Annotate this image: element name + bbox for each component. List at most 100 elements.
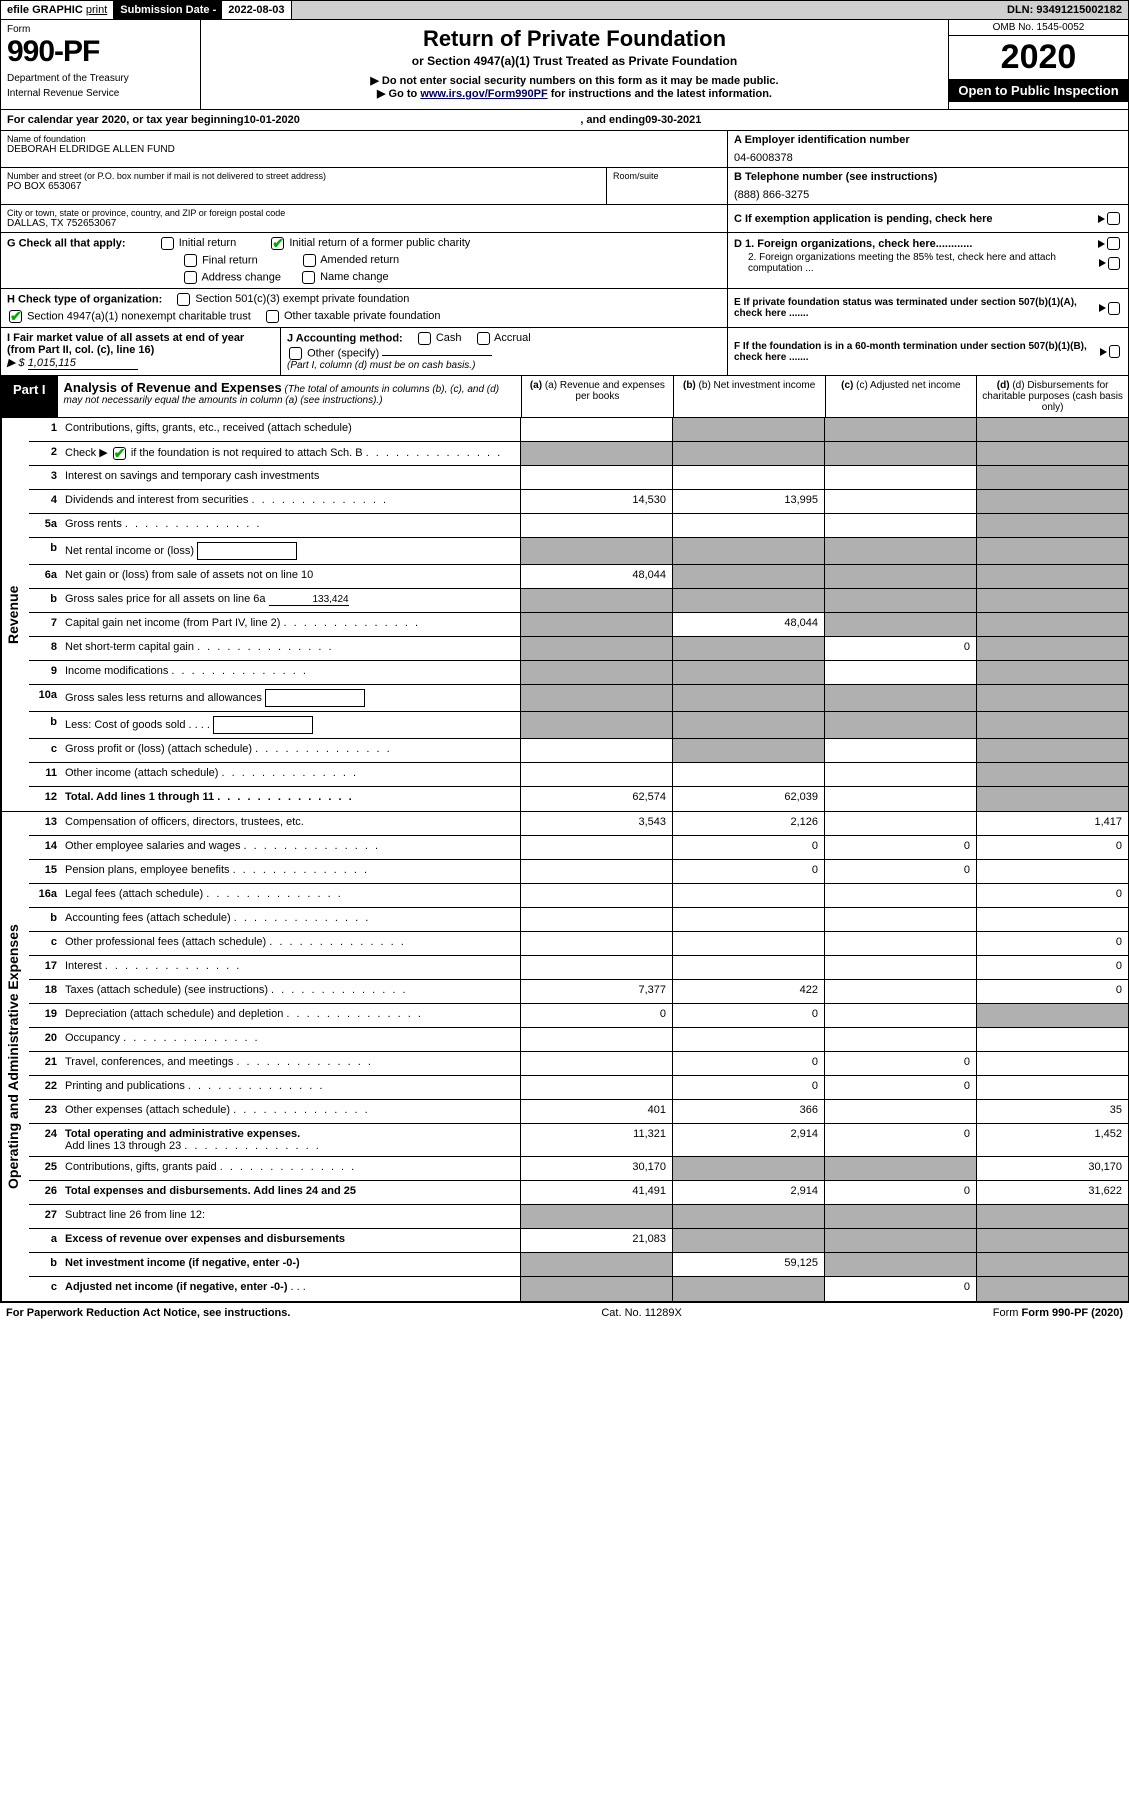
line-15: 15 Pension plans, employee benefits 00 bbox=[29, 860, 1128, 884]
arrow-icon bbox=[1098, 215, 1105, 223]
cell-b bbox=[672, 763, 824, 786]
amended-checkbox[interactable] bbox=[303, 254, 316, 267]
d2-checkbox[interactable] bbox=[1108, 257, 1120, 270]
cell-c bbox=[824, 1100, 976, 1123]
cell-b bbox=[672, 661, 824, 684]
line-6a: 6a Net gain or (loss) from sale of asset… bbox=[29, 565, 1128, 589]
line-text: Accounting fees (attach schedule) bbox=[63, 908, 520, 931]
cell-b bbox=[672, 589, 824, 612]
line-16b: b Accounting fees (attach schedule) bbox=[29, 908, 1128, 932]
efile-label: efile GRAPHIC print bbox=[1, 1, 114, 19]
city-value: DALLAS, TX 752653067 bbox=[7, 218, 721, 229]
revenue-section: Revenue 1 Contributions, gifts, grants, … bbox=[0, 418, 1129, 812]
dots bbox=[188, 1080, 325, 1092]
g-label: G Check all that apply: bbox=[7, 237, 126, 249]
form-subtitle: or Section 4947(a)(1) Trust Treated as P… bbox=[209, 54, 940, 68]
e-label: E If private foundation status was termi… bbox=[734, 297, 1099, 319]
dots bbox=[222, 767, 359, 779]
cell-b: 366 bbox=[672, 1100, 824, 1123]
cell-c: 0 bbox=[824, 1124, 976, 1156]
line-text: Gross profit or (loss) (attach schedule) bbox=[63, 739, 520, 762]
line-num: 8 bbox=[29, 637, 63, 660]
dots bbox=[283, 617, 420, 629]
other-checkbox[interactable] bbox=[289, 347, 302, 360]
cell-c bbox=[824, 980, 976, 1003]
line-num: 15 bbox=[29, 860, 63, 883]
arrow-icon bbox=[1098, 240, 1105, 248]
line-5b: b Net rental income or (loss) bbox=[29, 538, 1128, 565]
form-link[interactable]: www.irs.gov/Form990PF bbox=[420, 88, 547, 100]
part1-title: Analysis of Revenue and Expenses bbox=[64, 380, 282, 395]
header-left: Form 990-PF Department of the Treasury I… bbox=[1, 20, 201, 109]
line-num: 16a bbox=[29, 884, 63, 907]
h-other-checkbox[interactable] bbox=[266, 310, 279, 323]
ein-value: 04-6008378 bbox=[734, 146, 1122, 164]
line-text: Net investment income (if negative, ente… bbox=[63, 1253, 520, 1276]
g-d-row: G Check all that apply: Initial return I… bbox=[0, 233, 1129, 289]
g-opt-0: Initial return bbox=[179, 237, 236, 249]
cell-d bbox=[976, 787, 1128, 811]
dln-label: DLN: bbox=[1007, 4, 1036, 16]
final-return-checkbox[interactable] bbox=[184, 254, 197, 267]
initial-former-checkbox[interactable] bbox=[271, 237, 284, 250]
d-block: D 1. Foreign organizations, check here..… bbox=[728, 233, 1128, 288]
cash-checkbox[interactable] bbox=[418, 332, 431, 345]
line-text: Adjusted net income (if negative, enter … bbox=[63, 1277, 520, 1301]
line-num: b bbox=[29, 1253, 63, 1276]
h-block: H Check type of organization: Section 50… bbox=[1, 289, 728, 327]
line-num: 3 bbox=[29, 466, 63, 489]
cell-a bbox=[520, 1205, 672, 1228]
schb-checkbox[interactable] bbox=[113, 447, 126, 460]
dots bbox=[206, 888, 343, 900]
line-text: Net rental income or (loss) bbox=[63, 538, 520, 564]
line-num: 26 bbox=[29, 1181, 63, 1204]
line-text: Contributions, gifts, grants, etc., rece… bbox=[63, 418, 520, 441]
t: Gross profit or (loss) (attach schedule) bbox=[65, 743, 252, 755]
h-501c3-checkbox[interactable] bbox=[177, 293, 190, 306]
f-label: F If the foundation is in a 60-month ter… bbox=[734, 341, 1100, 363]
form-header: Form 990-PF Department of the Treasury I… bbox=[0, 20, 1129, 110]
cell-b: 2,126 bbox=[672, 812, 824, 835]
t: Other expenses (attach schedule) bbox=[65, 1104, 230, 1116]
goto-line: ▶ Go to www.irs.gov/Form990PF for instru… bbox=[209, 87, 940, 100]
line-text: Occupancy bbox=[63, 1028, 520, 1051]
line-27b: b Net investment income (if negative, en… bbox=[29, 1253, 1128, 1277]
cell-a bbox=[520, 908, 672, 931]
line-num: 20 bbox=[29, 1028, 63, 1051]
i-j-f-row: I Fair market value of all assets at end… bbox=[0, 328, 1129, 376]
arrow-icon bbox=[1100, 348, 1107, 356]
cell-b bbox=[672, 1205, 824, 1228]
line-13: 13 Compensation of officers, directors, … bbox=[29, 812, 1128, 836]
cell-c bbox=[824, 932, 976, 955]
addr-value: PO BOX 653067 bbox=[7, 181, 600, 192]
cell-d bbox=[976, 538, 1128, 564]
line-num: c bbox=[29, 932, 63, 955]
cell-d bbox=[976, 1277, 1128, 1301]
t: Travel, conferences, and meetings bbox=[65, 1056, 233, 1068]
line-text: Other income (attach schedule) bbox=[63, 763, 520, 786]
line-num: 22 bbox=[29, 1076, 63, 1099]
arrow-icon bbox=[1099, 259, 1106, 267]
line-1: 1 Contributions, gifts, grants, etc., re… bbox=[29, 418, 1128, 442]
d1-checkbox[interactable] bbox=[1107, 237, 1120, 250]
name-change-checkbox[interactable] bbox=[302, 271, 315, 284]
line-3: 3 Interest on savings and temporary cash… bbox=[29, 466, 1128, 490]
initial-return-checkbox[interactable] bbox=[161, 237, 174, 250]
h-4947-checkbox[interactable] bbox=[9, 310, 22, 323]
dots bbox=[217, 791, 354, 803]
j-label: J Accounting method: bbox=[287, 332, 403, 344]
accrual-checkbox[interactable] bbox=[477, 332, 490, 345]
c-label: C If exemption application is pending, c… bbox=[734, 213, 993, 225]
line-25: 25 Contributions, gifts, grants paid 30,… bbox=[29, 1157, 1128, 1181]
cell-c: 0 bbox=[824, 1181, 976, 1204]
cell-d bbox=[976, 661, 1128, 684]
j-note: (Part I, column (d) must be on cash basi… bbox=[287, 360, 721, 371]
cell-a bbox=[520, 1076, 672, 1099]
e-checkbox[interactable] bbox=[1108, 302, 1120, 315]
print-link[interactable]: print bbox=[86, 4, 107, 16]
c-checkbox[interactable] bbox=[1107, 212, 1120, 225]
line-num: c bbox=[29, 1277, 63, 1301]
f-checkbox[interactable] bbox=[1109, 345, 1120, 358]
line-text: Other professional fees (attach schedule… bbox=[63, 932, 520, 955]
addr-change-checkbox[interactable] bbox=[184, 271, 197, 284]
